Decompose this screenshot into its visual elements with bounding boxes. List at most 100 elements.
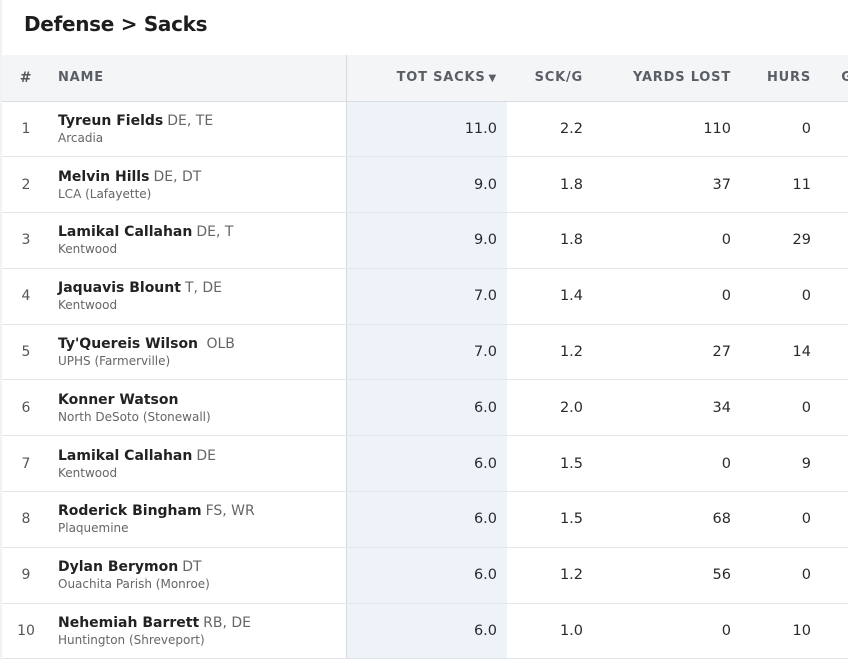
page-title: Defense > Sacks [24,12,208,36]
yards-lost-cell: 0 [585,268,733,325]
header-sck-per-game[interactable]: SCK/G [507,55,585,102]
player-school-link[interactable]: Ouachita Parish (Monroe) [58,577,210,592]
player-cell: Jaquavis Blount T, DE Kentwood [50,268,347,325]
player-position: OLB [202,336,235,353]
player-name-link[interactable]: Jaquavis Blount [58,280,181,297]
header-name[interactable]: NAME [50,55,347,102]
player-school-link[interactable]: Plaquemine [58,521,129,536]
hurs-cell: 11 [733,156,813,214]
player-name-link[interactable]: Dylan Berymon [58,559,179,576]
gp-cell: 4 [813,491,848,548]
tot-sacks-cell: 6.0 [346,491,507,548]
yards-lost-cell: 0 [585,435,733,493]
rank-cell: 1 [2,101,50,158]
header-tot-sacks-label: TOT SACKS [396,70,486,86]
player-position: DE, T [196,224,234,241]
player-cell: Lamikal Callahan DE Kentwood [50,435,347,493]
player-school-link[interactable]: Huntington (Shreveport) [58,633,205,648]
rank-cell: 5 [2,324,50,381]
player-position: DT [182,559,202,576]
player-school-link[interactable]: Kentwood [58,465,118,480]
player-cell: Tyreun Fields DE, TE Arcadia [50,101,347,158]
player-cell: Ty'Quereis Wilson OLB UPHS (Farmerville) [50,324,347,381]
player-name-link[interactable]: Konner Watson [58,391,179,408]
player-school-link[interactable]: Arcadia [58,130,104,145]
header-yards-lost[interactable]: YARDS LOST [585,55,733,102]
header-rank: # [2,55,50,102]
hurs-cell: 9 [733,435,813,493]
sacks-table: # NAME TOT SACKS ▼ SCK/G YARDS LOST HURS … [2,55,848,660]
sck-per-game-cell: 1.8 [507,212,585,269]
sck-per-game-cell: 2.2 [507,101,585,158]
player-name-link[interactable]: Tyreun Fields [58,112,164,129]
hurs-cell: 14 [733,324,813,381]
player-cell: Lamikal Callahan DE, T Kentwood [50,212,347,269]
rank-cell: 10 [2,603,50,660]
table-row: 8 Roderick Bingham FS, WR Plaquemine 6.0 1.5 6… [2,491,848,548]
header-tot-sacks[interactable]: TOT SACKS ▼ [346,55,507,102]
sck-per-game-cell: 1.2 [507,324,585,381]
table-header-row: # NAME TOT SACKS ▼ SCK/G YARDS LOST HURS … [2,55,848,102]
yards-lost-cell: 68 [585,491,733,548]
tot-sacks-cell: 6.0 [346,435,507,493]
gp-cell: 4 [813,435,848,493]
hurs-cell: 0 [733,101,813,158]
hurs-cell: 0 [733,491,813,548]
player-school-link[interactable]: LCA (Lafayette) [58,186,152,201]
rank-cell: 9 [2,547,50,604]
gp-cell: 5 [813,212,848,269]
table-row: 10 Nehemiah Barrett RB, DE Huntington (Shre… [2,603,848,660]
gp-cell: 6 [813,324,848,381]
rank-cell: 7 [2,435,50,493]
hurs-cell: 29 [733,212,813,269]
sck-per-game-cell: 1.4 [507,268,585,325]
table-row: 5 Ty'Quereis Wilson OLB UPHS (Farmerville)… [2,324,848,381]
player-cell: Konner Watson North DeSoto (Stonewall) [50,379,347,437]
header-gp[interactable]: GP [813,55,848,102]
rank-cell: 8 [2,491,50,548]
table-row: 2 Melvin Hills DE, DT LCA (Lafayette) 9.0 1.8… [2,156,848,214]
header-hurs[interactable]: HURS [733,55,813,102]
yards-lost-cell: 0 [585,603,733,660]
tot-sacks-cell: 9.0 [346,212,507,269]
tot-sacks-cell: 11.0 [346,101,507,158]
player-name-link[interactable]: Roderick Bingham [58,503,202,520]
player-cell: Melvin Hills DE, DT LCA (Lafayette) [50,156,347,214]
gp-cell: 3 [813,379,848,437]
player-school-link[interactable]: North DeSoto (Stonewall) [58,409,211,424]
sck-per-game-cell: 1.2 [507,547,585,604]
hurs-cell: 10 [733,603,813,660]
tot-sacks-cell: 6.0 [346,603,507,660]
player-position: DE [196,447,216,464]
rank-cell: 2 [2,156,50,214]
hurs-cell: 0 [733,379,813,437]
player-position: T, DE [184,280,223,297]
yards-lost-cell: 37 [585,156,733,214]
player-school-link[interactable]: Kentwood [58,298,118,313]
player-name-link[interactable]: Lamikal Callahan [58,447,193,464]
table-row: 6 Konner Watson North DeSoto (Stonewall) 6.… [2,379,848,437]
yards-lost-cell: 56 [585,547,733,604]
player-cell: Dylan Berymon DT Ouachita Parish (Monroe) [50,547,347,604]
sck-per-game-cell: 1.5 [507,435,585,493]
player-name-link[interactable]: Melvin Hills [58,168,150,185]
sort-desc-icon: ▼ [488,73,497,85]
gp-cell: 6 [813,603,848,660]
player-name-link[interactable]: Lamikal Callahan [58,224,193,241]
tot-sacks-cell: 7.0 [346,324,507,381]
gp-cell: 5 [813,547,848,604]
player-school-link[interactable]: Kentwood [58,242,118,257]
player-position: RB, DE [203,615,252,632]
player-name-link[interactable]: Nehemiah Barrett [58,615,200,632]
gp-cell: 5 [813,268,848,325]
player-name-link[interactable]: Ty'Quereis Wilson [58,336,199,353]
player-school-link[interactable]: UPHS (Farmerville) [58,354,171,369]
player-position: FS, WR [205,503,255,520]
yards-lost-cell: 110 [585,101,733,158]
gp-cell: 5 [813,156,848,214]
sck-per-game-cell: 1.8 [507,156,585,214]
